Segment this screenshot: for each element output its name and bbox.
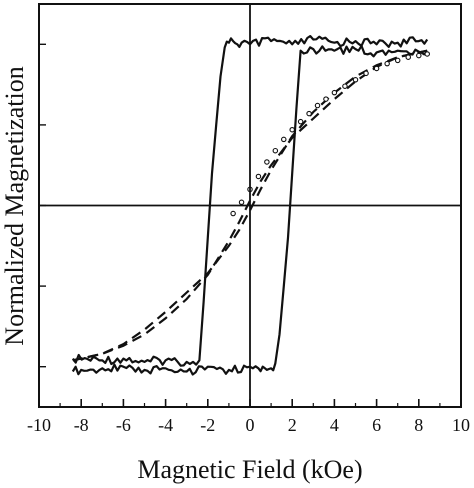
x-tick-label: 8 (414, 415, 423, 435)
plot-frame (38, 3, 462, 408)
open-circle-point (314, 102, 321, 109)
open-circle-point (297, 118, 304, 125)
x-tick-labels: -10 -8 -6 -4 -2 0 2 4 6 8 10 (27, 415, 470, 435)
x-tick-label: 0 (246, 415, 255, 435)
open-circle-point (352, 77, 359, 83)
x-tick-label: -6 (116, 415, 131, 435)
open-circle-point (306, 110, 312, 117)
x-tick-label: 10 (452, 415, 470, 435)
dashed-hysteresis-branch (72, 49, 428, 362)
open-circle-point (323, 96, 329, 102)
open-circle-point (331, 89, 338, 96)
x-tick-label: -8 (74, 415, 89, 435)
x-tick-label: -4 (158, 415, 173, 435)
y-axis-title: Normalized Magnetization (0, 66, 29, 345)
open-circle-point (272, 147, 279, 154)
x-tick-label: 2 (288, 415, 297, 435)
open-circle-point (384, 60, 390, 67)
open-circle-point (342, 83, 348, 89)
x-tick-label: -10 (27, 415, 51, 435)
axis-ticks (38, 43, 462, 407)
open-circle-point (289, 126, 295, 133)
open-circle-point (416, 52, 422, 59)
x-tick-label: 4 (330, 415, 339, 435)
open-circle-point (230, 210, 236, 217)
open-circle-point (363, 70, 369, 77)
x-tick-label: 6 (372, 415, 381, 435)
open-circle-point (424, 51, 430, 57)
open-circle-point (373, 65, 380, 72)
open-circle-point (281, 136, 287, 143)
open-circle-point (405, 54, 411, 60)
x-axis-title: Magnetic Field (kOe) (137, 455, 362, 484)
open-circle-point (255, 173, 262, 180)
open-circle-point (264, 159, 270, 165)
open-circle-point (394, 57, 401, 64)
x-tick-label: -2 (200, 415, 215, 435)
open-circle-point (238, 199, 245, 206)
dashed-hysteresis-branch (72, 49, 428, 362)
